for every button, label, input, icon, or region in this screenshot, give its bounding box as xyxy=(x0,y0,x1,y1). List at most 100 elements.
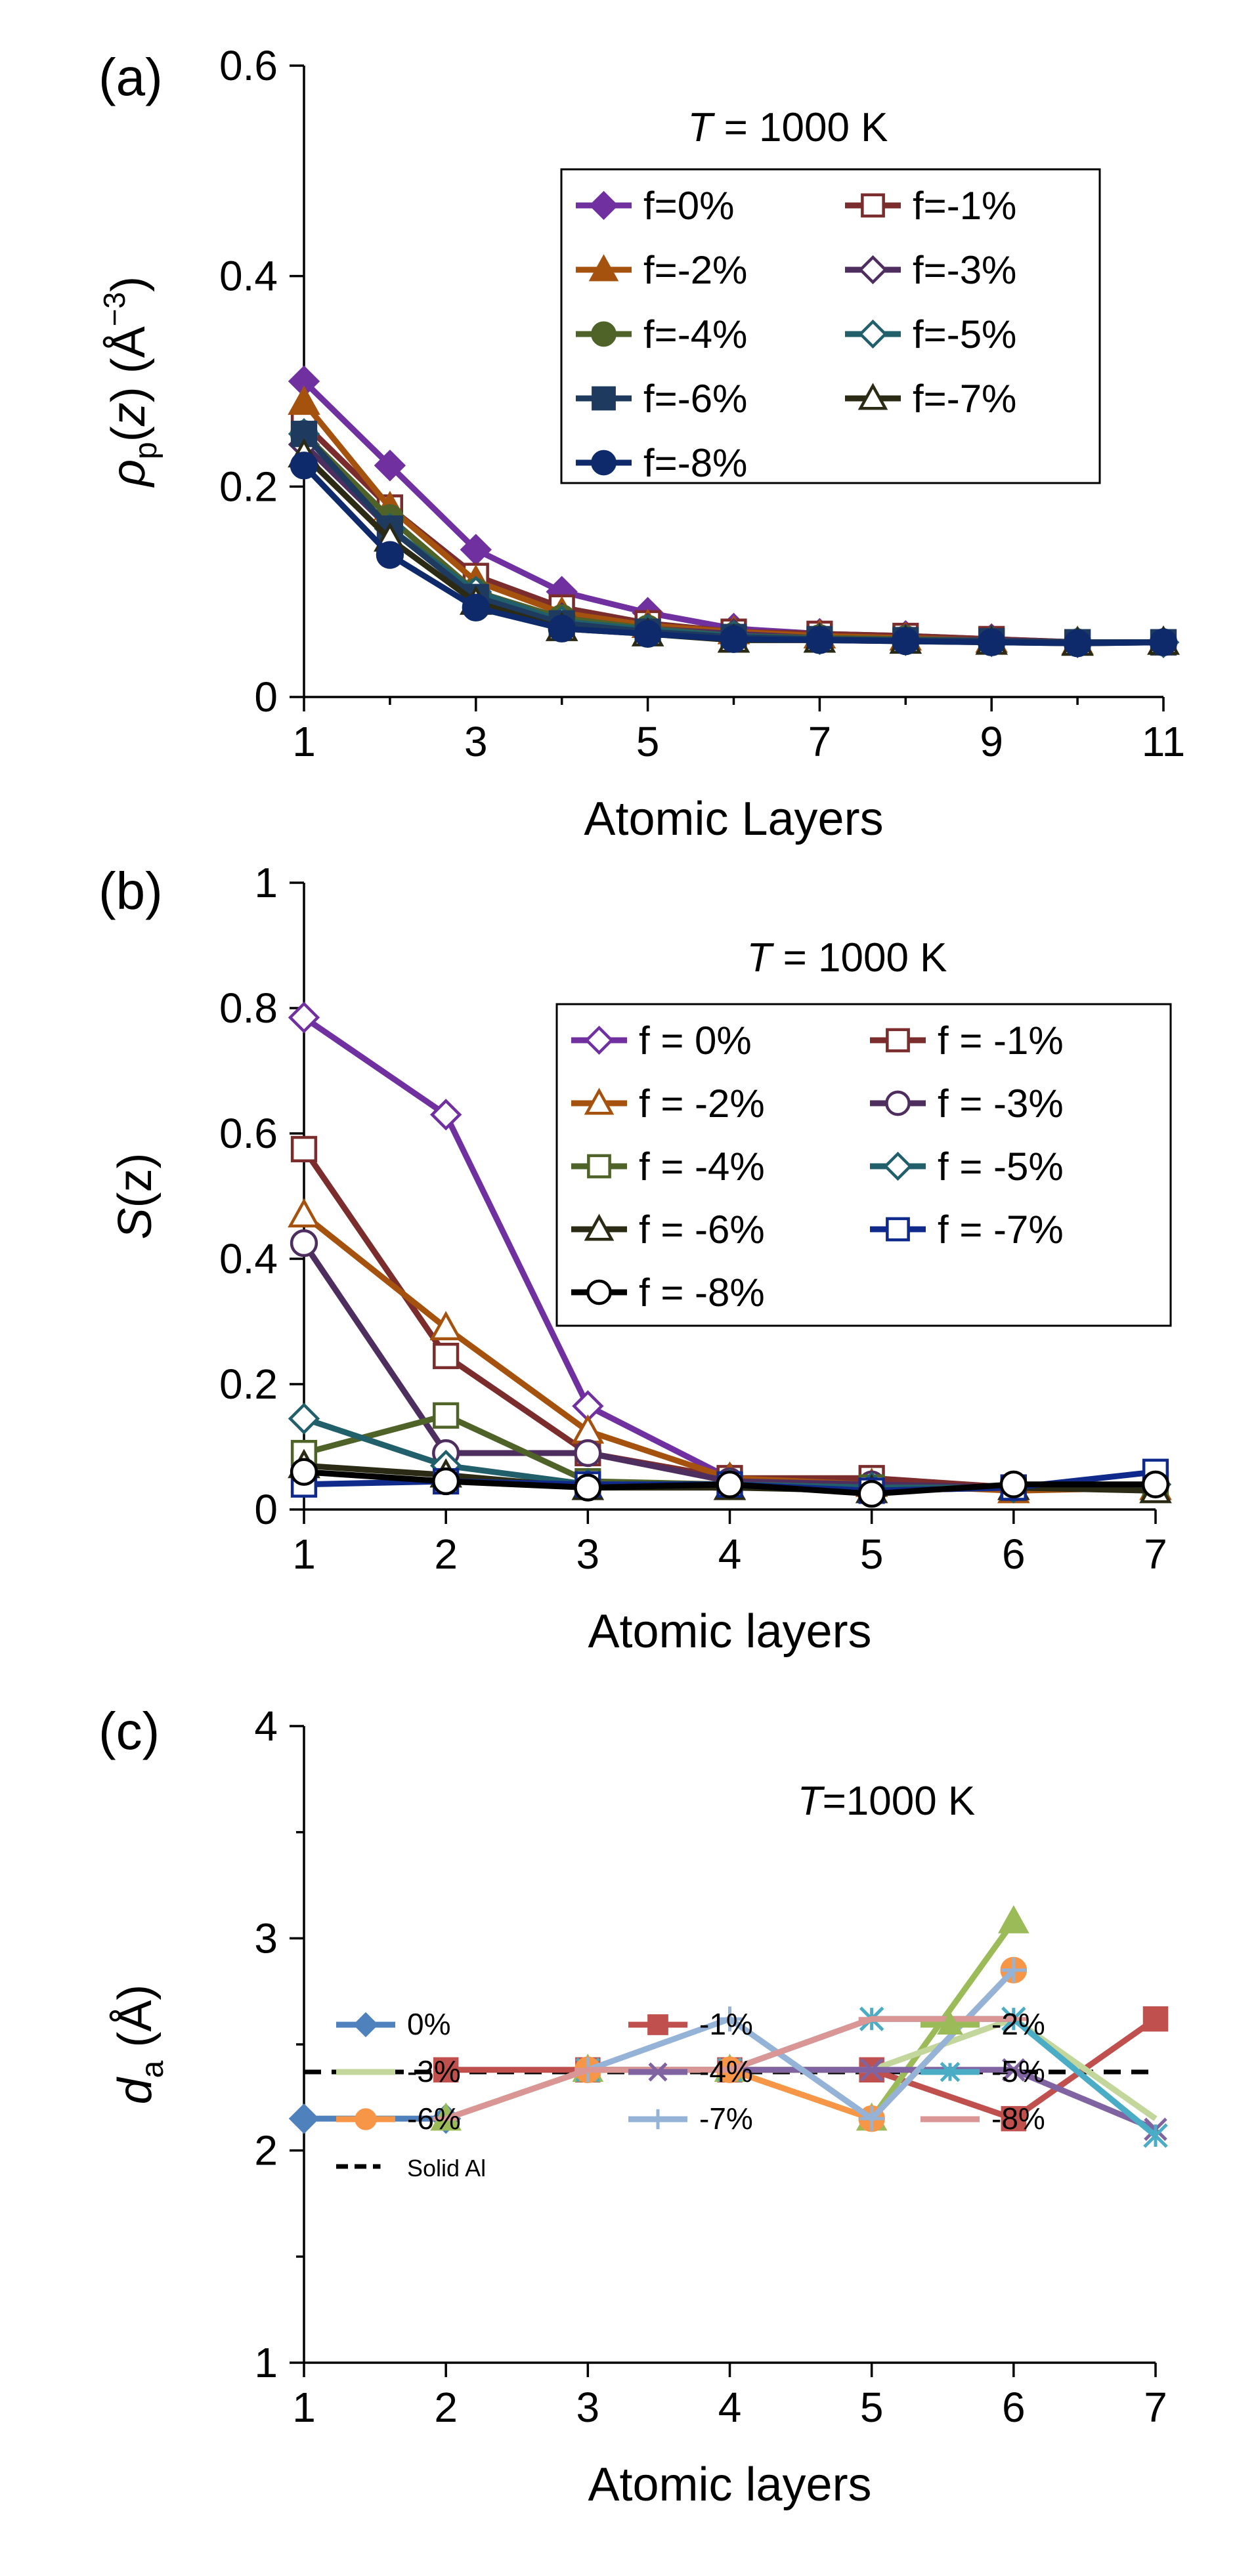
data-point xyxy=(1001,2105,1027,2132)
y-tick-label: 1 xyxy=(254,859,278,906)
y-tick-label: 3 xyxy=(254,1914,278,1962)
legend-label: f=-1% xyxy=(913,184,1016,228)
data-point xyxy=(999,1470,1028,1498)
x-tick-label: 7 xyxy=(808,718,832,765)
panel-label: (a) xyxy=(98,48,163,106)
legend-label: -4% xyxy=(699,2054,753,2088)
temperature-annotation: T=1000 K xyxy=(798,1779,976,1824)
data-point xyxy=(290,1135,318,1162)
legend-label: -8% xyxy=(991,2101,1045,2136)
data-point xyxy=(462,593,490,622)
data-point xyxy=(433,1402,460,1429)
y-axis-label: S(z) xyxy=(109,1153,162,1240)
legend-item: f=-7% xyxy=(845,377,1016,421)
data-point xyxy=(288,1002,320,1034)
legend-marker xyxy=(589,190,618,221)
legend-box xyxy=(555,1003,1172,1327)
y-tick-label: 0.6 xyxy=(219,1110,278,1157)
panel-1: 0 0.2 0.4 0.6 1 3 5 7 9 11 (a) Atomic Layers ρp(z) (… xyxy=(97,42,1185,845)
legend-marker xyxy=(940,2061,961,2082)
temperature-annotation: T = 1000 K xyxy=(687,105,888,150)
x-tick-label: 5 xyxy=(636,718,660,765)
y-tick-label: 0.2 xyxy=(219,1361,278,1408)
x-tick-label: 3 xyxy=(464,718,488,765)
data-point xyxy=(859,2106,884,2132)
data-point xyxy=(376,541,404,569)
legend-label: f = -5% xyxy=(938,1145,1064,1189)
data-point xyxy=(1001,1957,1026,1983)
legend-item: -2% xyxy=(921,2007,1045,2041)
x-tick-label: 7 xyxy=(1144,1531,1167,1578)
legend-label: f=-5% xyxy=(913,312,1016,356)
y-axis-label: da (Å) xyxy=(109,1985,170,2105)
legend-label: f = -4% xyxy=(639,1145,765,1189)
legend-item: f = -3% xyxy=(870,1082,1064,1126)
y-tick-label: 1 xyxy=(254,2339,278,2386)
legend-marker xyxy=(886,1028,910,1053)
temperature-annotation: T = 1000 K xyxy=(747,935,947,981)
legend-label: f=-6% xyxy=(643,377,747,421)
x-tick-label: 6 xyxy=(1002,2384,1026,2431)
legend-marker xyxy=(586,1279,612,1305)
legend-marker xyxy=(592,386,616,411)
legend-marker xyxy=(861,193,885,218)
data-point xyxy=(290,452,318,480)
legend-marker xyxy=(885,1090,911,1116)
x-tick-label: 4 xyxy=(718,1531,742,1578)
panel-3: 1 2 3 4 1 2 3 4 5 6 7 (c) Atomic layers da (Å) T=1000 … xyxy=(98,1702,1169,2511)
y-tick-label: 4 xyxy=(254,1702,278,1750)
legend-item: f = 0% xyxy=(571,1019,752,1063)
y-tick-label: 2 xyxy=(254,2127,278,2174)
legend-label: -2% xyxy=(991,2007,1045,2041)
data-point xyxy=(290,1458,318,1486)
data-point xyxy=(720,625,748,653)
data-point xyxy=(1002,2058,1026,2082)
data-point xyxy=(806,626,834,654)
legend-label: -1% xyxy=(699,2007,753,2041)
panel-2: 0 0.2 0.4 0.6 0.8 1 1 2 3 4 5 6 7 (b) Atomic layers S(z… xyxy=(98,859,1172,1658)
series-8 xyxy=(433,2016,1027,2122)
data-point xyxy=(859,2058,884,2082)
data-point xyxy=(374,450,406,482)
legend-label: f = -3% xyxy=(938,1082,1064,1126)
x-axis-label: Atomic Layers xyxy=(584,793,883,845)
data-point xyxy=(429,1311,462,1341)
series-line xyxy=(586,1968,1016,2122)
data-point xyxy=(429,1099,462,1131)
legend-label: -5% xyxy=(991,2054,1045,2088)
legend-marker xyxy=(647,2014,668,2035)
legend: 0% -1% -2% -3% -4% -5% -6% -7% -8% Solid Al xyxy=(336,2007,1045,2182)
y-tick-label: 0.2 xyxy=(219,463,278,510)
legend-label: f = -6% xyxy=(639,1208,765,1252)
legend-label: f=-3% xyxy=(913,248,1016,292)
series-8 xyxy=(290,1458,1170,1508)
data-point xyxy=(290,1229,318,1257)
x-tick-label: 5 xyxy=(860,2384,884,2431)
x-axis-label: Atomic layers xyxy=(588,2459,871,2511)
legend-label: f = 0% xyxy=(639,1019,752,1063)
legend-item: -4% xyxy=(628,2054,753,2088)
legend-item: f=-1% xyxy=(845,184,1016,228)
legend-label: f=-4% xyxy=(643,312,747,356)
data-point xyxy=(1143,2123,1168,2148)
legend-label: f=-2% xyxy=(643,248,747,292)
legend-marker xyxy=(587,1154,611,1179)
legend-item: f = -5% xyxy=(870,1145,1064,1189)
legend-item: -8% xyxy=(921,2101,1045,2136)
legend-item: f=-8% xyxy=(576,441,747,485)
legend-marker xyxy=(858,319,888,349)
panel-label: (c) xyxy=(98,1702,160,1760)
series-8 xyxy=(290,452,1178,658)
data-point xyxy=(288,1403,320,1435)
legend-label: f = -1% xyxy=(938,1019,1064,1063)
legend-marker xyxy=(584,1025,614,1055)
legend-item: -6% xyxy=(336,2101,461,2136)
legend-item: f=-2% xyxy=(576,248,747,292)
legend-item: f = -4% xyxy=(571,1145,765,1189)
legend-label: f=-7% xyxy=(913,377,1016,421)
legend-box xyxy=(560,168,1101,484)
y-tick-label: 0.4 xyxy=(219,253,278,300)
legend-marker xyxy=(648,2062,668,2082)
legend-item: -3% xyxy=(336,2054,461,2088)
panel-label: (b) xyxy=(98,862,163,920)
